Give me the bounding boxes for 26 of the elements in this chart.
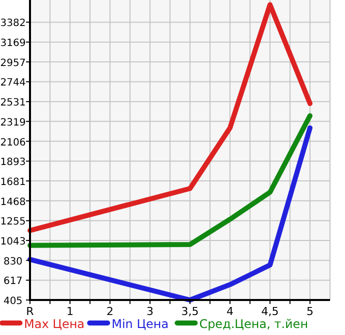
- y-tick-label: 2744: [0, 78, 26, 89]
- legend-label: Min Цена: [112, 317, 169, 331]
- x-tick-label: 4: [226, 305, 234, 318]
- y-tick-label: 830: [3, 256, 23, 268]
- y-tick-label: 2957: [0, 58, 26, 69]
- y-tick-label: 1681: [0, 176, 26, 188]
- x-tick-label: 3: [146, 305, 154, 318]
- x-tick-label: 4,5: [261, 305, 279, 318]
- x-tick-label: 5: [306, 305, 314, 318]
- legend-label: Max Цена: [24, 317, 85, 331]
- x-tick-label: 3,5: [181, 305, 199, 318]
- y-tick-label: 2319: [0, 117, 26, 128]
- y-tick-label: 3382: [0, 18, 26, 30]
- y-tick-label: 1255: [0, 216, 26, 228]
- y-tick-label: 3169: [0, 38, 26, 50]
- y-tick-label: 617: [3, 276, 23, 288]
- y-tick-label: 2106: [0, 137, 26, 148]
- x-tick-label: 2: [106, 305, 114, 318]
- x-tick-label: 1: [66, 305, 74, 318]
- y-tick-label: 2531: [0, 98, 26, 109]
- y-tick-label: 1468: [0, 196, 26, 208]
- x-tick-label: R: [26, 305, 34, 318]
- y-tick-label: 1043: [0, 236, 26, 248]
- legend-label: Сред.Цена, т.йен: [199, 317, 308, 331]
- y-tick-label: 405: [3, 296, 23, 307]
- y-tick-label: 1893: [0, 157, 26, 168]
